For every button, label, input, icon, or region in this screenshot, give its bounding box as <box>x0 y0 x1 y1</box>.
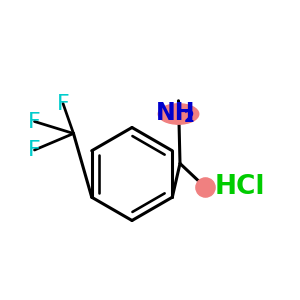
Circle shape <box>196 178 215 197</box>
Text: F: F <box>28 140 41 160</box>
Text: F: F <box>28 112 41 131</box>
Ellipse shape <box>158 104 199 124</box>
Text: 2: 2 <box>184 110 194 124</box>
Text: NH: NH <box>156 101 195 125</box>
Text: HCl: HCl <box>215 175 265 200</box>
Text: F: F <box>57 94 69 113</box>
